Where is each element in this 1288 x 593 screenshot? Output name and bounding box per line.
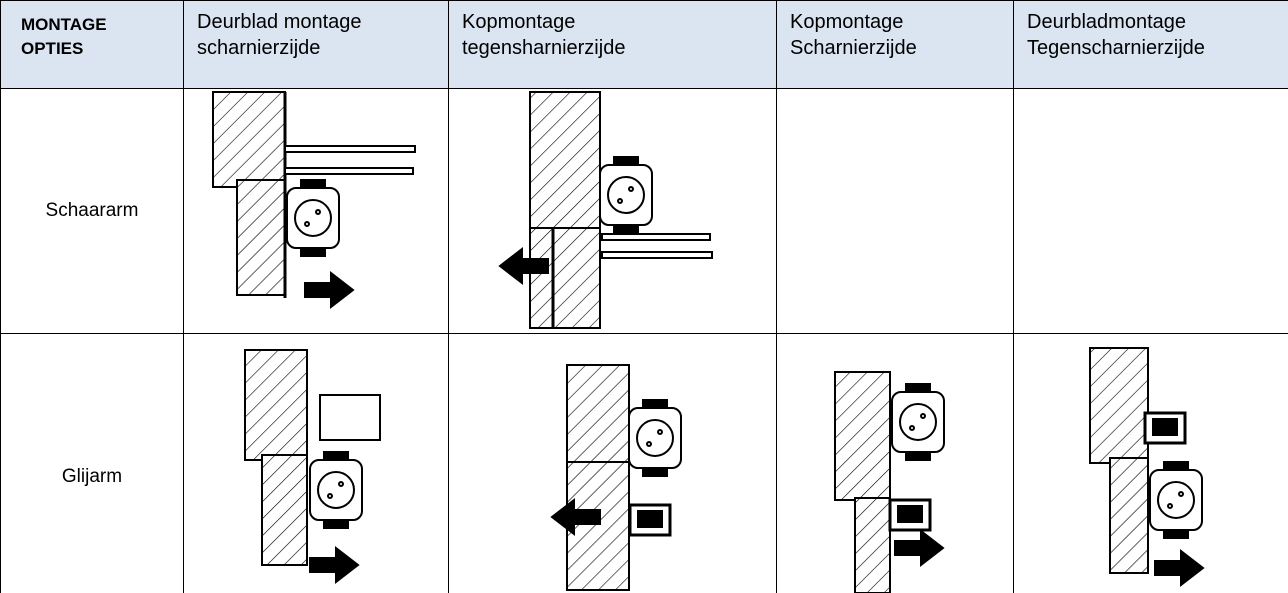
drawing-cell <box>776 88 1013 333</box>
header-text: tegensharnierzijde <box>462 37 626 59</box>
drawing-cell <box>448 88 776 333</box>
header-text: scharnierzijde <box>197 37 321 59</box>
row-label: Schaararm <box>45 200 139 221</box>
header-text: MONTAGE <box>21 15 107 34</box>
drawing-cell <box>776 333 1013 593</box>
drawing-cell <box>448 333 776 593</box>
header-text: OPTIES <box>21 39 84 58</box>
header-text: Kopmontage <box>462 11 576 33</box>
header-text: Tegenscharnierzijde <box>1027 37 1205 59</box>
header-text: Scharnierzijde <box>790 37 917 59</box>
header-cell: Kopmontage Scharnierzijde <box>776 0 1013 88</box>
header-cell: Kopmontage tegensharnierzijde <box>448 0 776 88</box>
header-cell: MONTAGE OPTIES <box>0 0 183 88</box>
header-text: Deurbladmontage <box>1027 11 1186 33</box>
drawing-cell <box>183 333 448 593</box>
header-text: Deurblad montage <box>197 11 362 33</box>
row-label-cell: Schaararm <box>0 88 183 333</box>
header-cell: Deurbladmontage Tegenscharnierzijde <box>1013 0 1288 88</box>
drawing-cell <box>183 88 448 333</box>
row-label: Glijarm <box>61 466 123 487</box>
row-label-cell: Glijarm <box>0 333 183 593</box>
header-text: Kopmontage <box>790 11 904 33</box>
drawing-cell <box>1013 88 1288 333</box>
header-cell: Deurblad montage scharnierzijde <box>183 0 448 88</box>
drawing-cell <box>1013 333 1288 593</box>
